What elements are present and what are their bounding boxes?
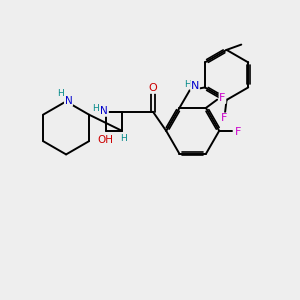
Text: N: N [64,96,72,106]
Text: N: N [191,81,199,91]
Text: H: H [92,104,99,113]
Text: N: N [100,106,108,116]
Text: H: H [57,89,64,98]
Text: OH: OH [97,135,113,145]
Text: O: O [148,83,157,93]
Text: F: F [219,93,226,103]
Text: F: F [235,127,241,137]
Text: H: H [184,80,191,89]
Text: H: H [120,134,127,143]
Text: F: F [220,113,227,123]
